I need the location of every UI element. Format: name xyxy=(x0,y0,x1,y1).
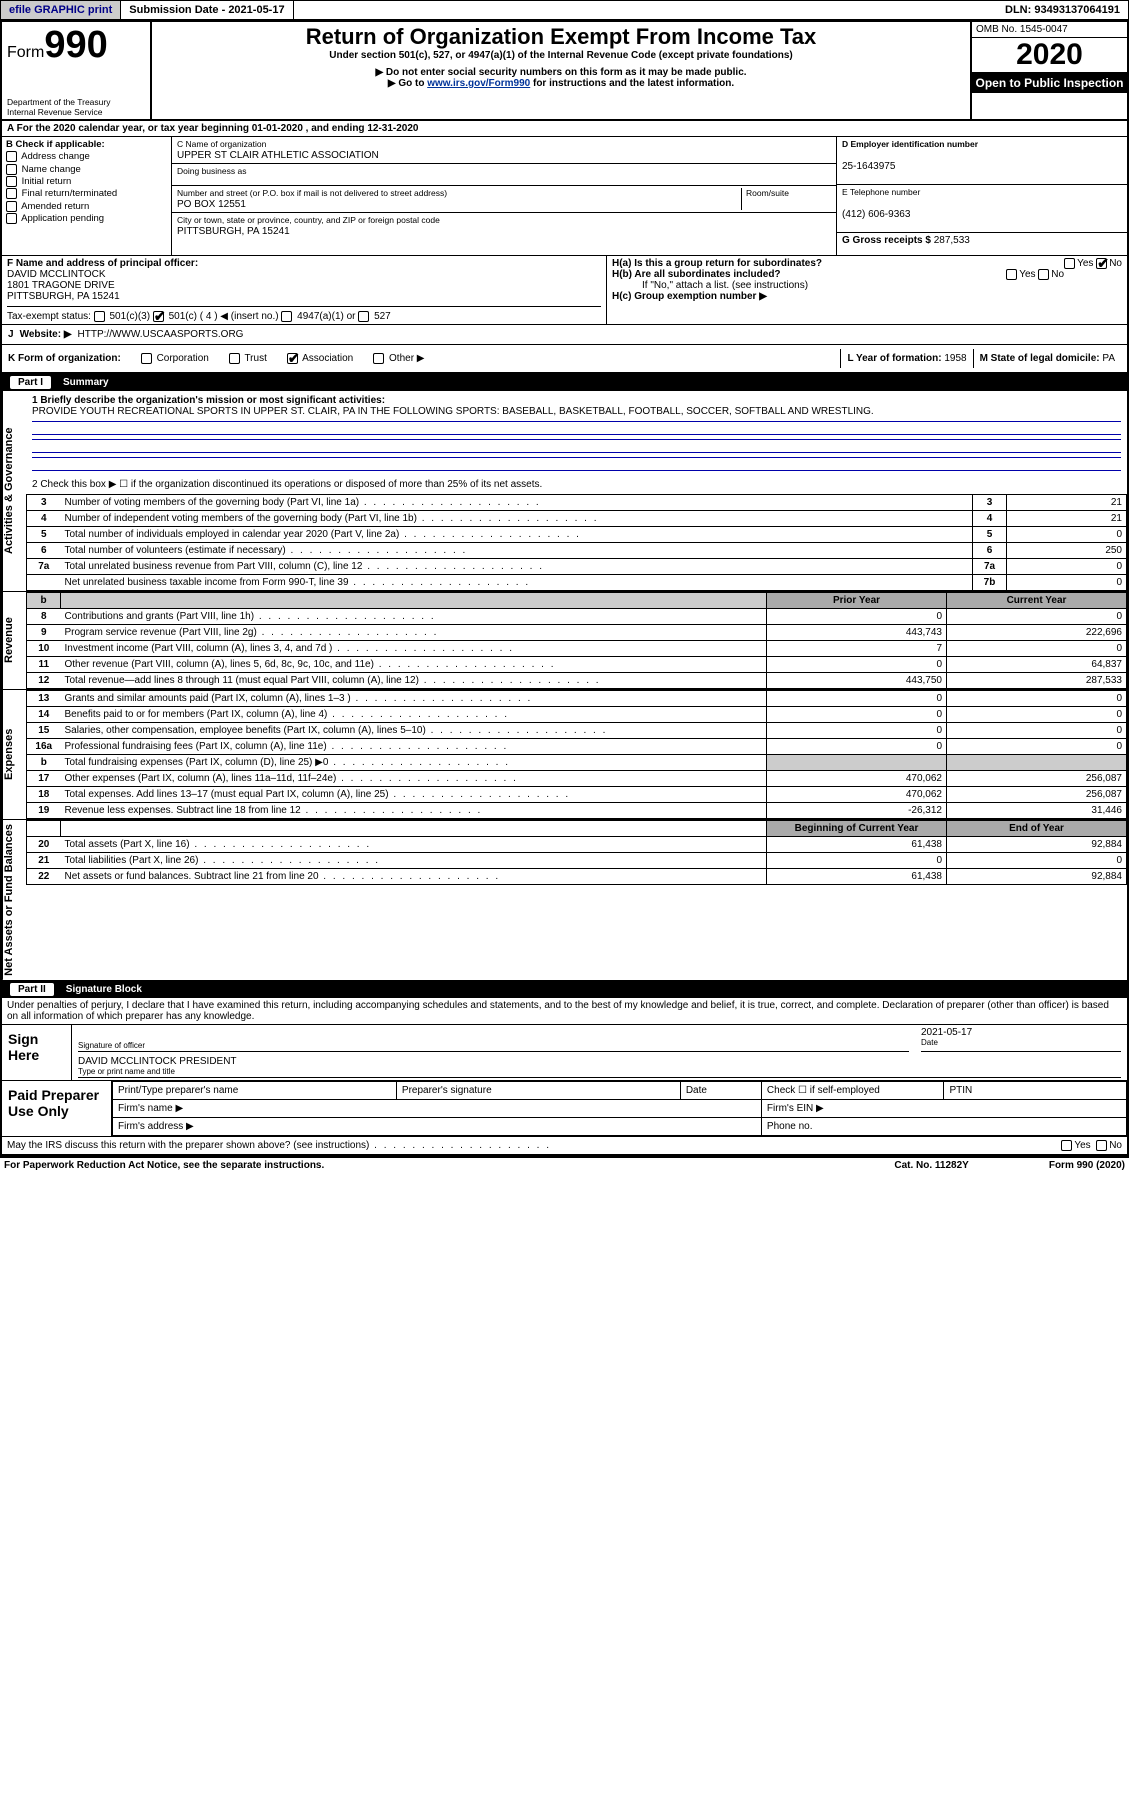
org-name: UPPER ST CLAIR ATHLETIC ASSOCIATION xyxy=(177,150,379,161)
gross-receipts-value: 287,533 xyxy=(934,235,970,246)
checkbox-4947[interactable] xyxy=(281,311,292,322)
mission-line-blank xyxy=(32,421,1121,435)
checkbox-corp[interactable] xyxy=(141,353,152,364)
efile-print-button[interactable]: efile GRAPHIC print xyxy=(1,1,121,19)
expenses-table: 13Grants and similar amounts paid (Part … xyxy=(26,690,1127,819)
side-activities-governance: Activities & Governance xyxy=(2,391,26,591)
form-number: Form990 xyxy=(7,24,145,67)
f-officer-label: F Name and address of principal officer: xyxy=(7,258,601,269)
ein-value: 25-1643975 xyxy=(842,161,895,172)
checkbox-527[interactable] xyxy=(358,311,369,322)
form-title: Return of Organization Exempt From Incom… xyxy=(157,24,965,50)
part1-header: Part I Summary xyxy=(2,374,1127,391)
street-address: PO BOX 12551 xyxy=(177,199,246,210)
checkbox-other[interactable] xyxy=(373,353,384,364)
checkbox-name-change[interactable] xyxy=(6,164,17,175)
checkbox-application-pending[interactable] xyxy=(6,213,17,224)
checkbox-final-return[interactable] xyxy=(6,188,17,199)
checkbox-501c[interactable] xyxy=(153,311,164,322)
paperwork-notice: For Paperwork Reduction Act Notice, see … xyxy=(4,1160,324,1171)
website-url: HTTP://WWW.USCAASPORTS.ORG xyxy=(78,329,244,340)
g-gross-label: G Gross receipts $ xyxy=(842,235,931,246)
checkbox-501c3[interactable] xyxy=(94,311,105,322)
officer-printed: DAVID MCCLINTOCK PRESIDENT xyxy=(78,1056,1121,1067)
line2-discontinued: 2 Check this box ▶ ☐ if the organization… xyxy=(32,479,1121,490)
phone-value: (412) 606-9363 xyxy=(842,209,910,220)
submission-date: Submission Date - 2021-05-17 xyxy=(121,1,293,19)
officer-name: DAVID MCCLINTOCK xyxy=(7,269,601,280)
c-name-label: C Name of organization xyxy=(177,139,266,149)
ha-group-return: H(a) Is this a group return for subordin… xyxy=(612,258,1122,269)
paid-preparer-label: Paid Preparer Use Only xyxy=(2,1081,112,1136)
sig-date: 2021-05-17 xyxy=(921,1027,1121,1038)
open-public-badge: Open to Public Inspection xyxy=(972,73,1127,93)
city-state-zip: PITTSBURGH, PA 15241 xyxy=(177,226,290,237)
checkbox-trust[interactable] xyxy=(229,353,240,364)
checkbox-discuss-no[interactable] xyxy=(1096,1140,1107,1151)
checkbox-amended[interactable] xyxy=(6,201,17,212)
cat-no: Cat. No. 11282Y xyxy=(894,1160,968,1171)
officer-addr1: 1801 TRAGONE DRIVE xyxy=(7,280,601,291)
subtitle-1: Under section 501(c), 527, or 4947(a)(1)… xyxy=(157,50,965,61)
hb-note: If "No," attach a list. (see instruction… xyxy=(612,280,1122,291)
checkbox-ha-no[interactable] xyxy=(1096,258,1107,269)
d-ein-label: D Employer identification number xyxy=(842,139,978,149)
checkbox-hb-yes[interactable] xyxy=(1006,269,1017,280)
hc-group-exemption: H(c) Group exemption number ▶ xyxy=(612,291,1122,302)
l-year-label: L Year of formation: xyxy=(847,353,941,364)
checkbox-initial-return[interactable] xyxy=(6,176,17,187)
subtitle-2: ▶ Do not enter social security numbers o… xyxy=(157,67,965,78)
dept-label: Department of the Treasury xyxy=(7,97,145,107)
room-label: Room/suite xyxy=(746,188,789,198)
city-label: City or town, state or province, country… xyxy=(177,215,440,225)
k-label: K Form of organization: xyxy=(8,353,121,364)
row-a-period: A For the 2020 calendar year, or tax yea… xyxy=(2,121,1127,137)
irs-link[interactable]: www.irs.gov/Form990 xyxy=(427,78,530,89)
discuss-row: May the IRS discuss this return with the… xyxy=(2,1137,1127,1156)
checkbox-association[interactable] xyxy=(287,353,298,364)
m-state-label: M State of legal domicile: xyxy=(980,353,1100,364)
checkbox-discuss-yes[interactable] xyxy=(1061,1140,1072,1151)
box-b-check-applicable: B Check if applicable: Address change Na… xyxy=(2,137,172,255)
addr-label: Number and street (or P.O. box if mail i… xyxy=(177,188,447,198)
checkbox-address-change[interactable] xyxy=(6,151,17,162)
irs-label: Internal Revenue Service xyxy=(7,107,145,117)
checkbox-hb-no[interactable] xyxy=(1038,269,1049,280)
paid-preparer-table: Print/Type preparer's name Preparer's si… xyxy=(112,1081,1127,1136)
sign-here-label: Sign Here xyxy=(2,1025,72,1080)
perjury-statement: Under penalties of perjury, I declare th… xyxy=(2,998,1127,1025)
revenue-table: bPrior YearCurrent Year8Contributions an… xyxy=(26,592,1127,689)
tax-year: 2020 xyxy=(972,38,1127,73)
sig-date-caption: Date xyxy=(921,1038,1121,1047)
i-tax-status-label: Tax-exempt status: xyxy=(7,311,91,322)
officer-addr2: PITTSBURGH, PA 15241 xyxy=(7,291,601,302)
form-footer: Form 990 (2020) xyxy=(1049,1160,1125,1171)
dba-label: Doing business as xyxy=(177,166,246,176)
net-assets-table: Beginning of Current YearEnd of Year20To… xyxy=(26,820,1127,885)
checkbox-ha-yes[interactable] xyxy=(1064,258,1075,269)
ag-table: 3Number of voting members of the governi… xyxy=(26,494,1127,591)
year-formation: 1958 xyxy=(944,353,966,364)
part2-header: Part II Signature Block xyxy=(2,981,1127,998)
mission-line-blank xyxy=(32,439,1121,453)
j-label: J xyxy=(8,329,14,340)
e-phone-label: E Telephone number xyxy=(842,187,920,197)
omb-label: OMB No. 1545-0047 xyxy=(972,22,1127,38)
side-revenue: Revenue xyxy=(2,592,26,689)
hb-subordinates: H(b) Are all subordinates included? Yes … xyxy=(612,269,1122,280)
line1-label: 1 Briefly describe the organization's mi… xyxy=(32,395,1121,406)
subtitle-3: ▶ Go to www.irs.gov/Form990 for instruct… xyxy=(157,78,965,89)
mission-line-blank xyxy=(32,457,1121,471)
website-label: Website: ▶ xyxy=(20,329,72,340)
state-domicile: PA xyxy=(1102,353,1115,364)
sig-officer-caption: Signature of officer xyxy=(78,1041,909,1050)
officer-caption: Type or print name and title xyxy=(78,1067,1121,1076)
side-expenses: Expenses xyxy=(2,690,26,819)
dln-label: DLN: 93493137064191 xyxy=(997,1,1128,19)
mission-text: PROVIDE YOUTH RECREATIONAL SPORTS IN UPP… xyxy=(32,406,1121,417)
side-net-assets: Net Assets or Fund Balances xyxy=(2,820,26,980)
